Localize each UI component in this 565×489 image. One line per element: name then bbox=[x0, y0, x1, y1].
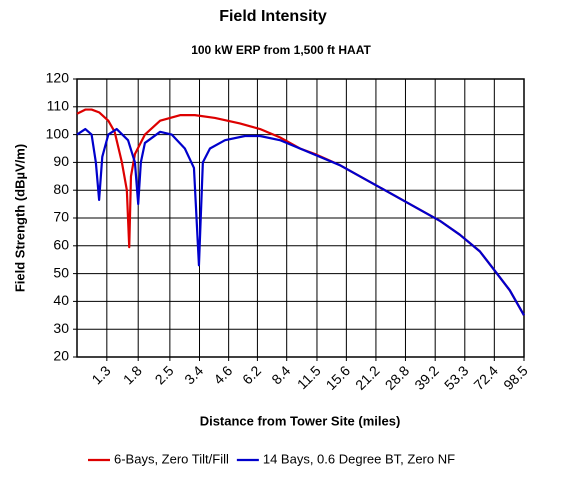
y-tick-label: 90 bbox=[53, 153, 69, 169]
x-tick-label: 53.3 bbox=[441, 362, 472, 393]
x-tick-label: 15.6 bbox=[323, 362, 354, 393]
series-line bbox=[76, 127, 525, 316]
chart-title: Field Intensity bbox=[219, 8, 327, 25]
x-tick-label: 4.6 bbox=[210, 362, 235, 387]
x-axis-label: Distance from Tower Site (miles) bbox=[200, 413, 401, 428]
x-tick-label: 2.5 bbox=[152, 362, 177, 387]
y-tick-label: 100 bbox=[46, 125, 70, 141]
y-tick-label: 110 bbox=[47, 98, 70, 114]
series-line bbox=[76, 108, 525, 316]
y-tick-label: 40 bbox=[53, 292, 69, 308]
y-axis-label: Field Strength (dBµV/m) bbox=[12, 144, 27, 292]
y-tick-label: 80 bbox=[53, 181, 69, 197]
x-tick-label: 6.2 bbox=[239, 362, 264, 387]
x-tick-label: 39.2 bbox=[411, 362, 442, 393]
x-tick-label: 11.5 bbox=[294, 362, 324, 392]
plot-border bbox=[76, 78, 525, 358]
y-tick-label: 50 bbox=[53, 264, 69, 280]
y-tick-label: 30 bbox=[53, 320, 69, 336]
x-tick-label: 98.5 bbox=[500, 362, 531, 393]
x-tick-label: 3.4 bbox=[181, 362, 206, 387]
y-tick-label: 20 bbox=[53, 348, 69, 364]
y-tick-label: 120 bbox=[46, 70, 70, 86]
x-tick-label: 21.2 bbox=[352, 362, 383, 393]
x-tick-label: 8.4 bbox=[268, 362, 293, 387]
x-tick-label: 28.8 bbox=[382, 362, 413, 393]
legend-label: 6-Bays, Zero Tilt/Fill bbox=[114, 451, 229, 466]
x-tick-label: 1.3 bbox=[88, 362, 113, 387]
x-tick-label: 72.4 bbox=[470, 362, 501, 393]
legend-label: 14 Bays, 0.6 Degree BT, Zero NF bbox=[263, 451, 455, 466]
y-tick-label: 60 bbox=[53, 237, 69, 253]
chart-subtitle: 100 kW ERP from 1,500 ft HAAT bbox=[191, 43, 371, 57]
x-tick-label: 1.8 bbox=[120, 362, 145, 387]
y-tick-label: 70 bbox=[53, 209, 69, 225]
